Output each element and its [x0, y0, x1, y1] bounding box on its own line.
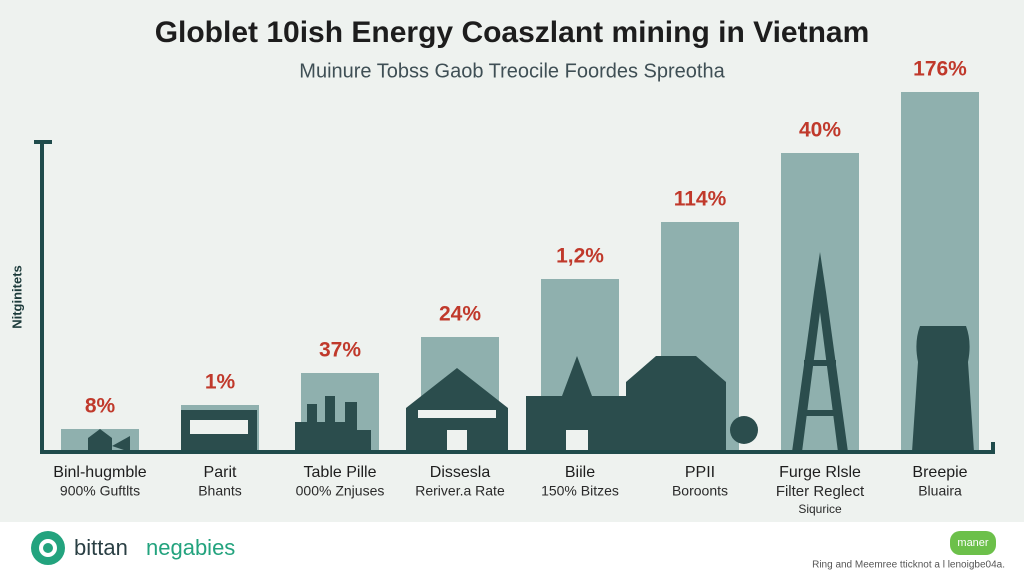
tower: [792, 252, 848, 452]
bar-annotation: 40%: [799, 119, 841, 142]
footer-note: Ring and Meemree tticknot a l lenoigbe04…: [812, 560, 1005, 571]
x-tick-sublabel: 150% Bitzes: [541, 483, 619, 499]
x-tick-sublabel: Reriver.a Rate: [415, 483, 505, 499]
illustrations: [88, 252, 974, 452]
bar-annotation: 8%: [85, 395, 116, 418]
chart-subtitle: Muinure Tobss Gaob Treocile Foordes Spre…: [299, 60, 725, 82]
badge: [950, 531, 996, 555]
x-tick-sublabel: 900% Guftlts: [60, 483, 140, 499]
bar-annotation: 37%: [319, 339, 361, 362]
x-tick-sublabel: 000% Znjuses: [296, 483, 385, 499]
x-tick-sublabel: Boroonts: [672, 483, 728, 499]
x-tick-label: Dissesla: [430, 464, 491, 481]
badge-text: maner: [957, 537, 989, 549]
y-axis-label: Nitginitets: [9, 265, 24, 329]
logo-mark: [39, 539, 57, 557]
x-tick-label: Breepie: [912, 464, 967, 481]
bar-annotation: 176%: [913, 58, 967, 81]
house: [626, 356, 726, 452]
bar-annotation: 114%: [674, 188, 727, 211]
chart-title: Globlet 10ish Energy Coaszlant mining in…: [155, 16, 870, 49]
x-tick-sublabel: Filter Reglect: [776, 483, 865, 500]
door: [447, 430, 467, 452]
x-tick-label: Parit: [204, 464, 237, 481]
cooling-tower: [912, 326, 974, 452]
x-tick-label: PPII: [685, 464, 715, 481]
x-tick-label: Table Pille: [304, 464, 377, 481]
house: [526, 356, 628, 452]
bar-annotation: 1,2%: [556, 245, 604, 268]
brand: bittan: [74, 535, 128, 560]
x-tick-sublabel: Siqurice: [798, 502, 842, 516]
x-tick-sublabel: Bhants: [198, 483, 242, 499]
brand-accent: negabies: [146, 535, 235, 560]
hut: [88, 429, 130, 452]
bar-annotation: 1%: [205, 371, 236, 394]
window: [190, 420, 248, 434]
skyline: [295, 396, 371, 452]
x-tick-label: Biile: [565, 464, 595, 481]
logo: [31, 531, 65, 565]
bar-annotation: 24%: [439, 303, 481, 326]
door: [566, 430, 588, 452]
x-tick-label: Furge Rlsle: [779, 464, 861, 481]
x-tick-label: Binl-hugmble: [53, 464, 146, 481]
window: [418, 410, 496, 418]
tree: [730, 416, 758, 444]
x-tick-sublabel: Bluaira: [918, 483, 962, 499]
footer-band: [0, 522, 1024, 576]
